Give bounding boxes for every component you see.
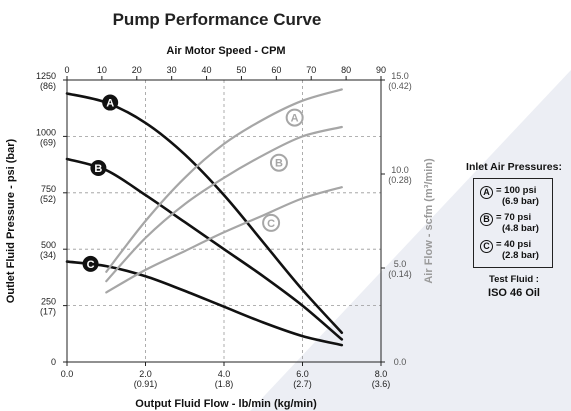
curve-label-letter: C [87, 259, 95, 271]
top-tick-label: 0 [64, 65, 69, 75]
legend-line2: (4.8 bar) [502, 223, 539, 234]
y-left-tick-label: 1250 [36, 71, 56, 81]
plot-frame [66, 79, 382, 363]
y-right-tick-label: 10.0 [391, 165, 409, 175]
legend-entry-c: C = 40 psi (2.8 bar) [480, 239, 539, 261]
y-right-tick-label: 15.0 [391, 71, 409, 81]
left-axis-title: Outlet Fluid Pressure - psi (bar) [5, 138, 17, 303]
test-fluid-label: Test Fluid : [489, 274, 539, 285]
y-left-tick-sublabel: (86) [40, 81, 56, 91]
bottom-axis-title: Output Fluid Flow - lb/min (kg/min) [135, 398, 317, 410]
curve-label-pressure-b: B [90, 159, 107, 176]
legend-line1: = 70 psi [496, 212, 532, 223]
top-tick-label: 30 [167, 65, 177, 75]
curve-label-badge [285, 108, 304, 127]
top-tick-label: 90 [376, 65, 386, 75]
curve-label-letter: B [94, 163, 102, 175]
curve-labels: A B C A B C [82, 94, 304, 272]
x-tick-label: 6.0 [296, 369, 309, 379]
legend-text: = 40 psi (2.8 bar) [496, 239, 539, 261]
y-left-tick-sublabel: (34) [40, 250, 56, 260]
curve-label-badge [262, 213, 281, 232]
series-airflow-c [105, 186, 343, 294]
x-tick-label: 8.0 [375, 369, 388, 379]
x-tick-sublabel: (1.8) [215, 379, 234, 389]
y-right-tick-sublabel: (0.42) [388, 81, 412, 91]
y-right-tick-sublabel: (0.28) [388, 175, 412, 185]
y-left-tick-sublabel: (17) [40, 307, 56, 317]
curve-label-letter: C [267, 218, 275, 230]
top-tick-label: 50 [236, 65, 246, 75]
y-left-tick-label: 500 [41, 240, 56, 250]
grid [67, 80, 381, 362]
top-tick-label: 80 [341, 65, 351, 75]
legend-box: A = 100 psi (6.9 bar) B = 70 psi (4.8 bar) C = … [473, 178, 553, 268]
y-left-tick-label: 1000 [36, 127, 56, 137]
y-right-tick-label: 5.0 [394, 259, 407, 269]
top-tick-label: 40 [202, 65, 212, 75]
chart-title: Pump Performance Curve [113, 10, 322, 29]
series-airflow-b [105, 125, 343, 283]
curve-label-badge [102, 94, 119, 111]
x-tick-label: 2.0 [139, 369, 152, 379]
series-pressure-b [65, 157, 344, 341]
right-axis-title: Air Flow - scfm (m³/min) [423, 158, 435, 284]
y-left-tick-label: 0 [51, 357, 56, 367]
y-right-tick-sublabel: (0.14) [388, 269, 412, 279]
tick-labels: 0.0 2.0(0.91) 4.0(1.8) 6.0(2.7) 8.0(3.6) 0 10 2… [36, 65, 412, 389]
legend-line1: = 100 psi [496, 185, 537, 196]
curve-label-airflow-c: C [262, 213, 281, 232]
legend-text: = 70 psi (4.8 bar) [496, 212, 539, 234]
y-right-tick-label: 0.0 [394, 357, 407, 367]
curve-label-letter: B [275, 158, 283, 170]
legend-badge: B [480, 213, 493, 226]
series-group [65, 88, 344, 347]
y-left-tick-label: 250 [41, 297, 56, 307]
curve-label-pressure-a: A [102, 94, 119, 111]
curve-label-badge [90, 159, 107, 176]
legend-entry-b: B = 70 psi (4.8 bar) [480, 212, 539, 234]
legend-line1: = 40 psi [496, 239, 532, 250]
x-tick-label: 0.0 [61, 369, 74, 379]
top-axis-title: Air Motor Speed - CPM [166, 45, 285, 57]
top-tick-label: 10 [97, 65, 107, 75]
legend-text: = 100 psi (6.9 bar) [496, 185, 539, 207]
curve-label-badge [269, 153, 288, 172]
x-tick-sublabel: (3.6) [372, 379, 391, 389]
series-airflow-a [105, 88, 343, 273]
legend-line2: (2.8 bar) [502, 250, 539, 261]
top-tick-label: 60 [271, 65, 281, 75]
y-left-tick-label: 750 [41, 184, 56, 194]
curve-label-badge [82, 255, 99, 272]
legend-entry-a: A = 100 psi (6.9 bar) [480, 185, 539, 207]
legend-badge: C [480, 240, 493, 253]
curve-label-letter: A [106, 98, 114, 110]
legend-badge: A [480, 186, 493, 199]
y-left-tick-sublabel: (69) [40, 137, 56, 147]
test-fluid-value: ISO 46 Oil [488, 287, 540, 299]
x-tick-sublabel: (0.91) [134, 379, 158, 389]
top-tick-label: 20 [132, 65, 142, 75]
legend-title: Inlet Air Pressures: [466, 161, 562, 173]
curve-label-airflow-a: A [285, 108, 304, 127]
curve-label-pressure-c: C [82, 255, 99, 272]
x-tick-label: 4.0 [218, 369, 231, 379]
series-pressure-a [65, 92, 344, 334]
top-tick-label: 70 [306, 65, 316, 75]
legend-line2: (6.9 bar) [502, 196, 539, 207]
x-tick-sublabel: (2.7) [293, 379, 312, 389]
y-left-tick-sublabel: (52) [40, 194, 56, 204]
curve-label-airflow-b: B [269, 153, 288, 172]
curve-label-letter: A [291, 113, 299, 125]
